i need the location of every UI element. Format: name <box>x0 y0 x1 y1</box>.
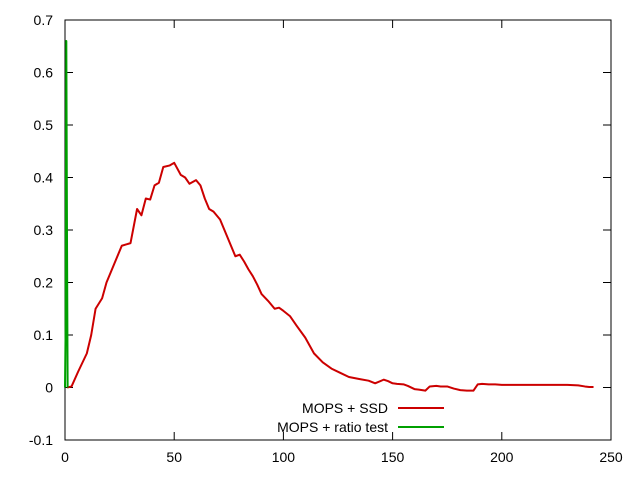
x-tick-label: 100 <box>272 449 296 465</box>
data-series <box>64 40 594 392</box>
y-tick-label: 0.1 <box>34 327 54 343</box>
y-tick-label: 0.3 <box>34 222 54 238</box>
y-tick-label: 0.4 <box>34 170 54 186</box>
x-tick-label: 150 <box>381 449 405 465</box>
x-tick-label: 50 <box>166 449 182 465</box>
x-tick-label: 200 <box>490 449 514 465</box>
y-tick-label: 0.2 <box>34 275 54 291</box>
y-tick-label: -0.1 <box>29 432 53 448</box>
legend-label-1: MOPS + ratio test <box>277 419 388 435</box>
x-tick-label: 250 <box>599 449 623 465</box>
legend-label-0: MOPS + SSD <box>302 400 388 416</box>
series-line-0 <box>66 161 594 392</box>
y-tick-label: 0.7 <box>34 12 54 28</box>
y-tick-label: 0.6 <box>34 65 54 81</box>
y-tick-label: 0.5 <box>34 117 54 133</box>
axis-ticks: -0.1 0 0.1 0.2 0.3 0.4 0.5 0.6 0.7 0 50 100 150 200 25… <box>29 12 623 465</box>
legend: MOPS + SSD MOPS + ratio test <box>277 400 444 435</box>
series-line-1 <box>64 40 69 388</box>
plot-frame <box>64 19 612 441</box>
y-tick-label: 0 <box>45 380 53 396</box>
x-tick-label: 0 <box>61 449 69 465</box>
